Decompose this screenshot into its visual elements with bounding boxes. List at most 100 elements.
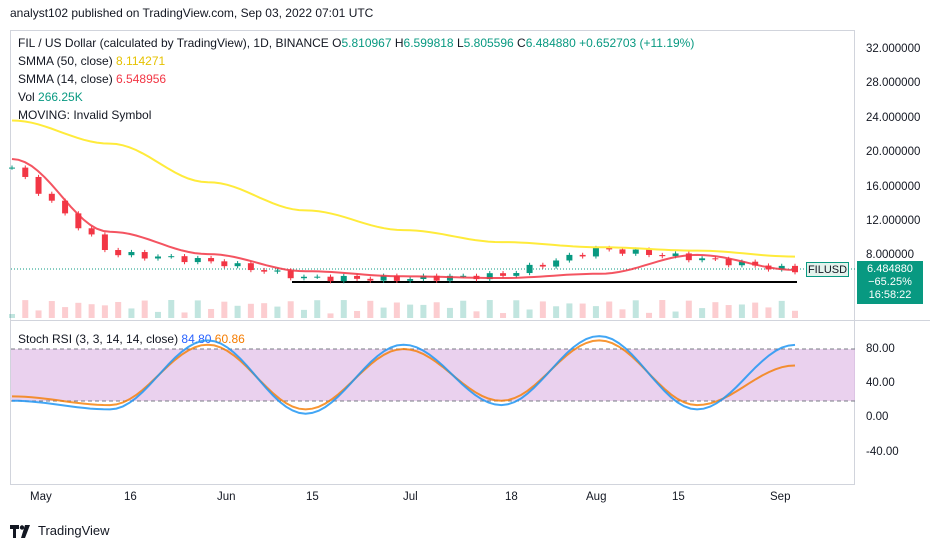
volume-bar (115, 301, 122, 318)
volume-bar (486, 300, 493, 318)
candle-body (181, 256, 188, 263)
stoch-k-line (12, 335, 796, 415)
candle-body (154, 256, 161, 259)
volume-bar (725, 305, 732, 318)
volume-bar (460, 300, 467, 318)
candle-body (101, 234, 108, 251)
volume-bar (539, 301, 546, 318)
volume-bar (738, 304, 745, 318)
volume-bar (261, 303, 268, 318)
symbol-price-tag[interactable]: FILUSD (806, 262, 849, 277)
volume-bar (101, 305, 108, 318)
volume-bar (566, 303, 573, 318)
price-change-pct: −65.25% (868, 276, 912, 288)
volume-bar (141, 300, 148, 318)
sma50-line (11, 119, 796, 258)
stoch-d-value: 60.86 (214, 332, 245, 346)
time-axis-label: May (30, 491, 52, 503)
candle-body (566, 254, 573, 261)
candle-body (234, 263, 241, 267)
candle-body (247, 263, 254, 271)
candle-body (460, 275, 467, 277)
last-price-box: 6.484880 −65.25% 16:58:22 (857, 261, 923, 304)
candle-body (22, 167, 29, 177)
volume-bar (154, 311, 161, 318)
candle-body (672, 253, 679, 257)
volume-bar (62, 307, 69, 318)
volume-bar (287, 301, 294, 318)
volume-bar (579, 303, 586, 318)
volume-bar (168, 300, 175, 318)
candle-body (340, 275, 347, 282)
tradingview-logo-icon (10, 524, 30, 538)
candle-body (699, 258, 706, 261)
brand-name: TradingView (38, 523, 110, 538)
candle-body (367, 278, 374, 281)
chart-frame (10, 30, 855, 485)
volume-bar (88, 304, 95, 318)
stoch-axis-label: -40.00 (866, 446, 899, 458)
candle-body (526, 264, 533, 274)
candle-body (141, 252, 148, 259)
candle-body (314, 276, 321, 278)
sma14-legend[interactable]: SMMA (14, close) 6.548956 (18, 72, 167, 86)
time-axis-label: 15 (672, 491, 685, 503)
volume-bar (48, 301, 55, 318)
volume-bar (685, 300, 692, 318)
candle-body (208, 258, 215, 262)
time-axis-label: 15 (306, 491, 319, 503)
candle-body (261, 270, 268, 272)
candle-body (778, 265, 785, 270)
tradingview-footer[interactable]: TradingView (10, 523, 110, 538)
volume-bar (274, 306, 281, 318)
time-axis-label: Jul (403, 491, 418, 503)
sma50-legend[interactable]: SMMA (50, close) 8.114271 (18, 54, 166, 68)
change-value: +0.652703 (+11.19%) (579, 36, 695, 50)
time-axis-label: Aug (586, 491, 607, 503)
time-axis-label: Sep (770, 491, 791, 503)
stoch-axis-label: 0.00 (866, 411, 889, 423)
candle-body (300, 276, 307, 279)
volume-bar (672, 311, 679, 318)
volume-bar (433, 302, 440, 318)
price-axis-label: 16.000000 (866, 181, 921, 193)
bar-countdown: 16:58:22 (868, 289, 912, 301)
candle-body (221, 261, 228, 267)
stoch-legend[interactable]: Stoch RSI (3, 3, 14, 14, close) 84.80 60… (18, 332, 245, 346)
moving-legend[interactable]: MOVING: Invalid Symbol (18, 108, 152, 122)
candle-body (407, 279, 414, 281)
volume-bar (75, 302, 82, 318)
volume-legend[interactable]: Vol 266.25K (18, 90, 83, 104)
volume-bar (247, 303, 254, 318)
candle-body (659, 255, 666, 257)
candle-body (446, 275, 453, 281)
stoch-axis-label: 40.00 (866, 377, 895, 389)
volume-bar (181, 312, 188, 318)
candle-body (75, 213, 82, 229)
volume-bar (367, 300, 374, 318)
volume-bar (592, 306, 599, 318)
candle-body (725, 258, 732, 266)
candle-body (393, 275, 400, 281)
high-value: 6.599818 (403, 36, 454, 50)
pane-divider[interactable] (10, 320, 930, 321)
stoch-axis-label: 80.00 (866, 343, 895, 355)
volume-bar (407, 304, 414, 318)
candle-body (712, 258, 719, 260)
volume-bar (22, 300, 29, 318)
volume-bar (513, 300, 520, 318)
candle-body (685, 253, 692, 261)
volume-bar (659, 300, 666, 318)
candle-body (9, 167, 15, 169)
volume-bar (234, 305, 241, 318)
sma14-line (11, 158, 796, 279)
price-axis-label: 8.000000 (866, 249, 914, 261)
candle-body (48, 193, 55, 201)
sma50-value: 8.114271 (116, 54, 166, 68)
volume-bar (632, 300, 639, 318)
sma14-value: 6.548956 (116, 72, 167, 86)
candle-body (579, 254, 586, 257)
price-axis-label: 32.000000 (866, 43, 921, 55)
volume-bar (712, 302, 719, 318)
